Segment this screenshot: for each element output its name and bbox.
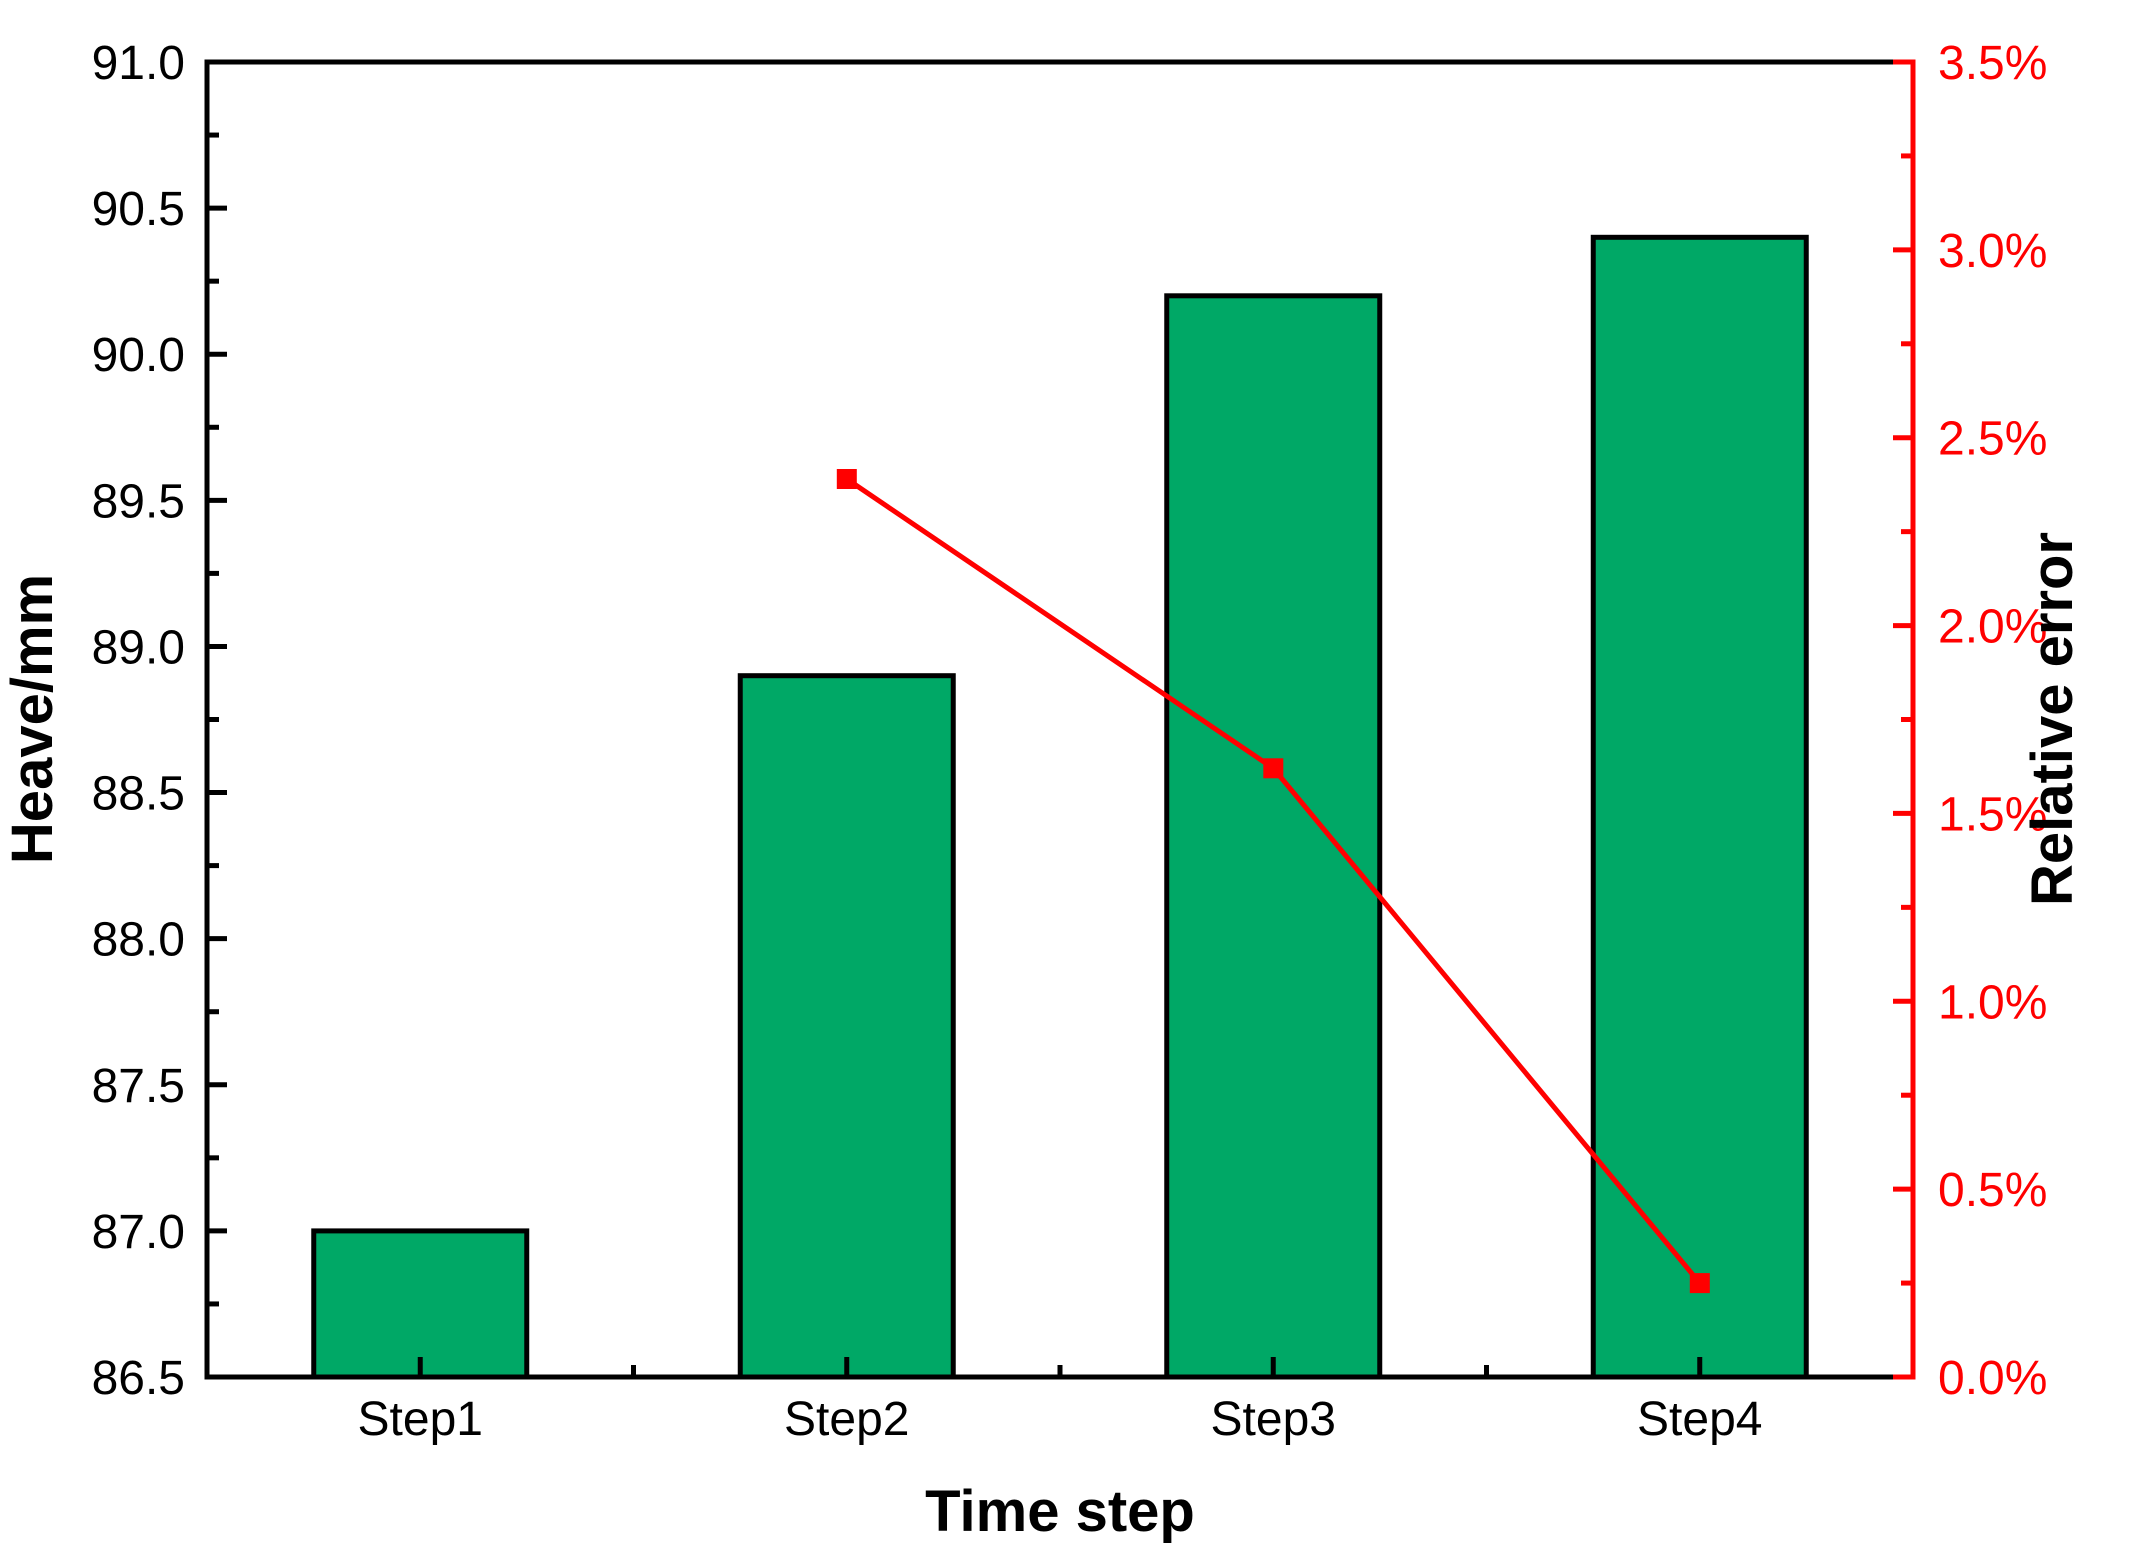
y-right-tick-label-1-5-: 1.5% [1938,788,2047,841]
y-left-tick-label-89-5: 89.5 [92,475,185,528]
line-series-layer [836,469,1710,1294]
relative-error-marker-step3 [1263,758,1284,779]
relative-error-marker-step4 [1689,1273,1710,1294]
x-tick-label-step3: Step3 [1211,1393,1336,1446]
y-right-tick-label-0-5-: 0.5% [1938,1164,2047,1217]
x-tick-label-step4: Step4 [1637,1393,1762,1446]
y-right-tick-label-3-0-: 3.0% [1938,225,2047,278]
y-right-tick-label-1-0-: 1.0% [1938,976,2047,1029]
y-left-tick-label-87-0: 87.0 [92,1206,185,1259]
y-left-tick-label-87-5: 87.5 [92,1060,185,1113]
bar-step4 [1590,234,1809,1380]
y-right-tick-label-3-5-: 3.5% [1938,37,2047,90]
y-left-tick-label-89-0: 89.0 [92,621,185,674]
y-left-tick-label-91-0: 91.0 [92,37,185,90]
x-tick-label-step2: Step2 [784,1393,909,1446]
bars-layer [311,234,1809,1380]
y-left-tick-label-90-5: 90.5 [92,183,185,236]
x-tick-label-step1: Step1 [358,1393,483,1446]
y-right-tick-label-2-5-: 2.5% [1938,413,2047,466]
y-left-tick-label-88-0: 88.0 [92,914,185,967]
axes-layer [204,59,1916,1380]
bar-step1 [311,1228,530,1380]
relative-error-marker-step2 [836,469,857,489]
y-left-axis-title: Heave/mm [0,574,65,864]
y-right-tick-label-2-0-: 2.0% [1938,601,2047,654]
y-left-tick-label-88-5: 88.5 [92,768,185,821]
bar-step3 [1164,293,1383,1380]
tick-labels-layer: 91.0 90.5 90.0 89.5 89.0 88.5 88.0 87.5 87.0 86.5… [92,37,2048,1446]
y-right-tick-label-0-0-: 0.0% [1938,1352,2047,1405]
bar-step2 [737,673,956,1380]
y-left-tick-label-90-0: 90.0 [92,329,185,382]
x-axis-title: Time step [925,1479,1195,1544]
y-right-axis-title: Relative error [2020,532,2085,906]
y-left-tick-label-86-5: 86.5 [92,1352,185,1405]
axis-titles-layer: Time step Heave/mm Relative error [0,532,2085,1544]
